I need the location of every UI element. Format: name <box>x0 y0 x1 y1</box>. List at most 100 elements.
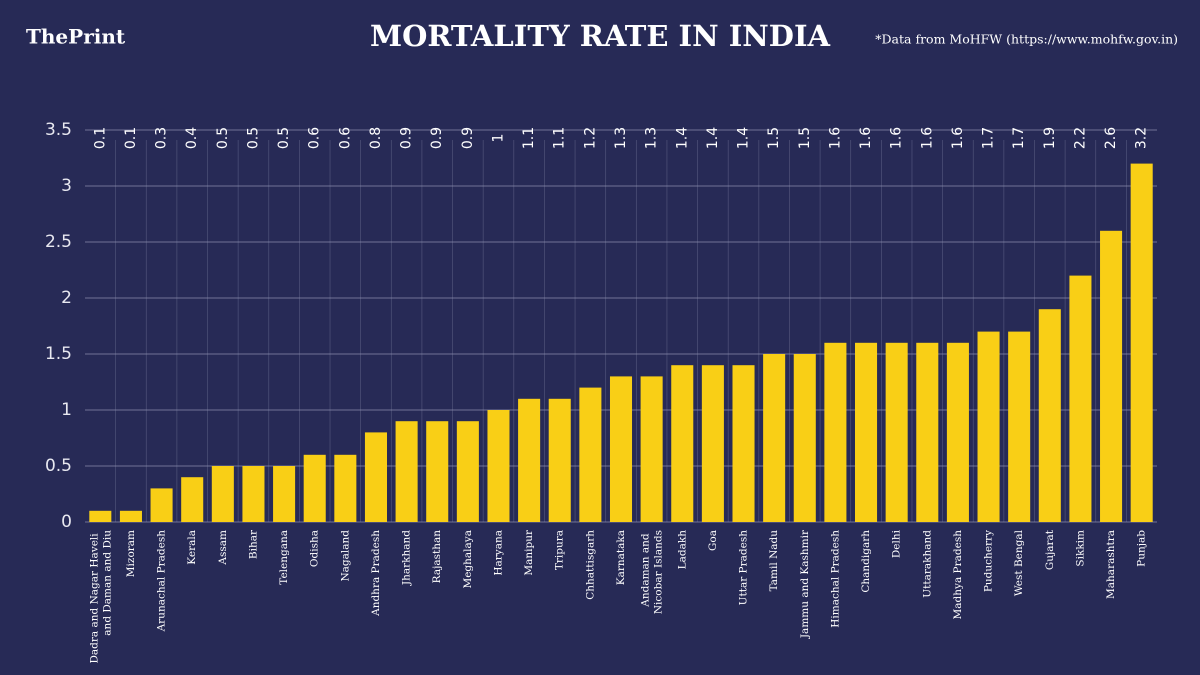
bar <box>548 398 571 522</box>
bar <box>456 421 479 522</box>
bar <box>273 466 296 522</box>
value-label: 0.5 <box>276 127 292 149</box>
value-label: 1.2 <box>582 127 598 149</box>
bar <box>364 432 387 522</box>
x-tick-label: Jammu and Kashmir <box>799 529 811 639</box>
x-tick-label: Odisha <box>309 530 321 567</box>
bar <box>426 421 449 522</box>
value-label: 0.6 <box>307 127 323 149</box>
x-tick-label: Puducherry <box>983 530 995 592</box>
value-label: 0.1 <box>92 127 108 149</box>
x-tick-label: Chandigarh <box>860 530 872 593</box>
bar <box>1130 163 1153 522</box>
x-tick-label: Madhya Pradesh <box>952 530 964 620</box>
x-tick-label: Andaman and Nicobar Islands <box>640 530 665 614</box>
bar <box>89 510 112 522</box>
x-tick-label: Chhattisgarh <box>584 530 596 600</box>
brand-logo: ThePrint <box>26 25 126 49</box>
bar <box>181 477 204 522</box>
y-tick-label: 2.5 <box>45 232 72 252</box>
value-label: 1.5 <box>766 127 782 149</box>
bar <box>1100 230 1123 523</box>
y-tick-label: 0 <box>61 512 72 532</box>
x-tick-label: West Bengal <box>1013 529 1025 596</box>
value-label: 0.6 <box>337 127 353 149</box>
x-tick-label: Punjab <box>1136 530 1148 567</box>
bar <box>211 466 234 522</box>
bar <box>150 488 173 522</box>
y-tick-label: 1 <box>61 400 72 420</box>
value-label: 0.5 <box>215 127 231 149</box>
x-tick-label: Tripura <box>554 530 566 570</box>
value-label: 3.2 <box>1134 127 1150 149</box>
x-tick-label: Goa <box>707 530 719 551</box>
value-label: 1 <box>490 134 506 143</box>
value-label: 0.9 <box>460 127 476 149</box>
value-label: 0.8 <box>368 127 384 149</box>
x-tick-label: Uttarakhand <box>921 530 933 598</box>
x-tick-label: Jharkhand <box>401 530 413 586</box>
x-tick-label: Meghalaya <box>462 530 474 589</box>
value-label: 0.9 <box>429 127 445 149</box>
bar <box>609 376 633 522</box>
x-tick-label: Haryana <box>492 530 504 576</box>
x-tick-label: Assam <box>217 530 229 566</box>
value-label: 1.6 <box>919 127 935 149</box>
x-tick-label: Bihar <box>247 529 259 559</box>
y-tick-label: 0.5 <box>45 456 72 476</box>
bar <box>824 342 847 522</box>
bar <box>579 387 602 522</box>
bar <box>518 398 541 522</box>
value-label: 2.6 <box>1103 127 1119 149</box>
value-label: 1.7 <box>981 127 997 149</box>
bar <box>487 410 510 522</box>
value-label: 1.3 <box>644 127 660 149</box>
x-tick-label: Tamil Nadu <box>768 530 780 592</box>
bar <box>763 354 786 522</box>
y-tick-label: 3 <box>61 176 72 196</box>
value-label: 1.6 <box>827 127 843 149</box>
bar <box>977 331 1000 522</box>
bar <box>855 342 878 522</box>
value-label: 0.3 <box>154 127 170 149</box>
x-tick-label: Mizoram <box>125 530 137 577</box>
x-tick-label: Himachal Pradesh <box>829 530 841 628</box>
bar <box>1008 331 1031 522</box>
value-label: 1.4 <box>705 127 721 149</box>
x-tick-label: Delhi <box>891 529 903 558</box>
value-label: 1.1 <box>552 127 568 149</box>
value-label: 1.6 <box>950 127 966 149</box>
x-tick-label: Gujarat <box>1044 529 1056 570</box>
x-tick-label: Andhra Pradesh <box>370 530 382 617</box>
x-tick-label: Karnataka <box>615 530 627 585</box>
value-label: 1.4 <box>736 127 752 149</box>
bar <box>701 365 724 522</box>
bar <box>334 454 357 522</box>
value-label: 1.6 <box>858 127 874 149</box>
bar <box>303 454 326 522</box>
bar <box>671 365 694 522</box>
x-tick-label: Manipur <box>523 529 535 576</box>
y-tick-label: 3.5 <box>45 120 72 140</box>
x-tick-label: Arunachal Pradesh <box>156 530 168 633</box>
x-tick-label: Kerala <box>186 530 198 565</box>
x-tick-label: Maharashtra <box>1105 530 1117 599</box>
source-note: *Data from MoHFW (https://www.mohfw.gov.… <box>875 32 1178 47</box>
bar <box>793 354 816 522</box>
value-label: 1.6 <box>889 127 905 149</box>
x-tick-label: Uttar Pradesh <box>738 530 750 606</box>
x-tick-label: Nagaland <box>339 530 351 582</box>
value-label: 0.9 <box>399 127 415 149</box>
value-label: 1.1 <box>521 127 537 149</box>
value-label: 1.7 <box>1011 127 1027 149</box>
y-tick-label: 2 <box>61 288 72 308</box>
value-label: 0.1 <box>123 127 139 149</box>
x-tick-label: Sikkim <box>1074 530 1086 567</box>
bar <box>1069 275 1092 522</box>
value-label: 0.4 <box>184 127 200 149</box>
x-tick-label: Dadra and Nagar Haveli and Daman and Diu <box>88 530 113 664</box>
value-label: 1.5 <box>797 127 813 149</box>
value-label: 1.3 <box>613 127 629 149</box>
